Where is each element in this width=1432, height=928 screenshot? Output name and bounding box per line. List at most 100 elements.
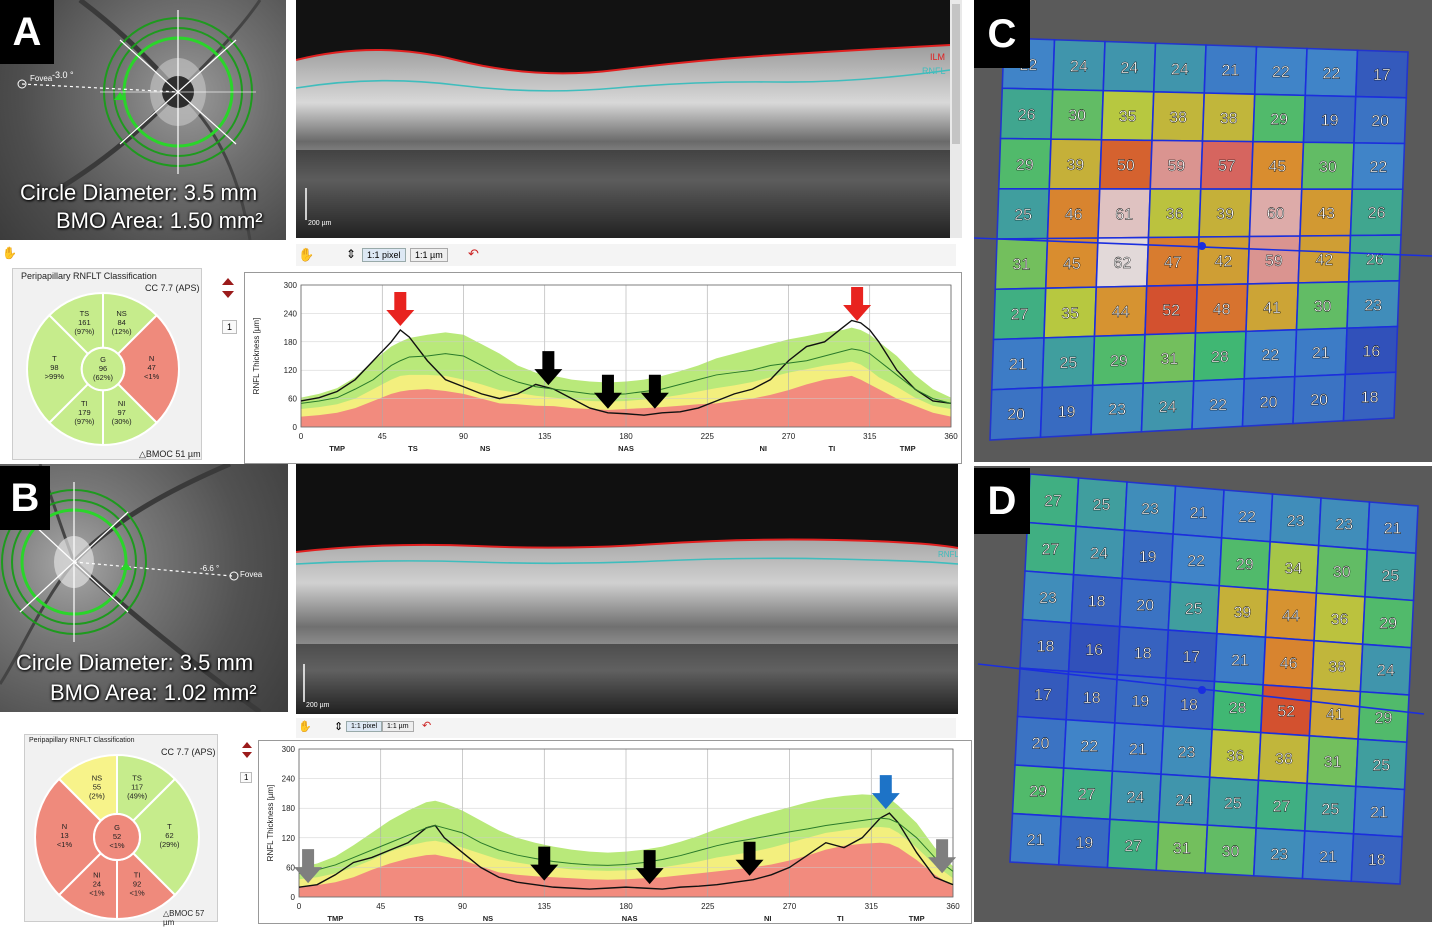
- heatmap-value: 31: [1173, 841, 1191, 858]
- heatmap-value: 17: [1373, 67, 1391, 84]
- series-normal_mean: [298, 817, 954, 874]
- micron-scale-button[interactable]: 1:1 µm: [382, 721, 414, 732]
- heatmap-value: 44: [1112, 304, 1130, 321]
- annotation-arrow-icon: [294, 849, 323, 884]
- x-tick-label: 360: [946, 902, 960, 911]
- sector-text-ni: NI: [118, 399, 126, 408]
- heatmap-value: 19: [1058, 404, 1076, 421]
- heatmap-value: 23: [1270, 846, 1288, 863]
- pixel-scale-button[interactable]: 1:1 pixel: [362, 248, 406, 262]
- toolbar-a: ✋ ⇕ 1:1 pixel 1:1 µm ↶: [296, 244, 956, 266]
- heatmap-value: 24: [1090, 545, 1108, 562]
- heatmap-value: 34: [1284, 560, 1302, 577]
- y-tick-label: 120: [284, 366, 298, 375]
- heatmap-value: 24: [1159, 399, 1177, 416]
- reset-icon[interactable]: ↶: [468, 246, 479, 261]
- heatmap-value: 20: [1260, 394, 1278, 411]
- annotation-arrow-icon: [386, 291, 415, 326]
- heatmap-value: 20: [1007, 407, 1025, 424]
- heatmap-value: 28: [1211, 349, 1229, 366]
- sector-axis-label: TMP: [329, 444, 345, 453]
- sector-nav-b[interactable]: [242, 742, 256, 772]
- sector-axis-label: NI: [764, 914, 772, 923]
- fovea-label: Fovea: [240, 570, 263, 579]
- annotation-arrow-icon: [871, 775, 900, 810]
- fit-height-icon[interactable]: ⇕: [346, 247, 357, 261]
- y-axis-label: RNFL Thickness [µm]: [266, 785, 275, 862]
- x-tick-label: 270: [782, 432, 796, 441]
- page-number[interactable]: 1: [222, 320, 238, 334]
- heatmap-value: 59: [1265, 253, 1283, 270]
- sector-axis-label: NS: [480, 444, 490, 453]
- sector-axis-label: NS: [483, 914, 493, 923]
- heatmap-value: 19: [1075, 835, 1093, 852]
- pixel-scale-button[interactable]: 1:1 pixel: [346, 721, 383, 732]
- x-tick-label: 0: [299, 432, 304, 441]
- classification-cc: CC 7.7 (APS): [161, 747, 216, 757]
- sector-text-ns: 84: [117, 318, 125, 327]
- down-arrow-icon[interactable]: [242, 752, 252, 758]
- x-tick-label: 225: [701, 432, 715, 441]
- sector-text-n: N: [62, 822, 67, 831]
- sector-text-t: >99%: [45, 372, 65, 381]
- sector-text-g: G: [100, 355, 106, 364]
- heatmap-value: 48: [1213, 301, 1231, 318]
- heatmap-value: 28: [1229, 700, 1247, 717]
- heatmap-value: 27: [1078, 787, 1096, 804]
- heatmap-value: 22: [1369, 159, 1387, 176]
- heatmap-value: 27: [1011, 307, 1029, 324]
- heatmap-value: 16: [1085, 642, 1103, 659]
- up-arrow-icon[interactable]: [242, 742, 252, 748]
- hand-icon[interactable]: ✋: [2, 246, 17, 260]
- sector-nav-a[interactable]: [222, 278, 236, 308]
- fundus-overlay-a: [17, 0, 262, 240]
- oct-layers-b: [296, 464, 958, 714]
- heatmap-value: 18: [1134, 645, 1152, 662]
- micron-scale-button[interactable]: 1:1 µm: [410, 248, 448, 262]
- heatmap-value: 21: [1312, 345, 1330, 362]
- sector-pie-a: TS161(97%)NS84(12%)N47<1%NI97(30%)TI179(…: [26, 291, 180, 447]
- fundus-overlay-b: [0, 464, 262, 712]
- heatmap-value: 22: [1080, 738, 1098, 755]
- reset-icon[interactable]: ↶: [422, 720, 432, 732]
- series-normal_mean: [300, 348, 952, 404]
- heatmap-value: 27: [1273, 799, 1291, 816]
- heatmap-value: 60: [1267, 206, 1285, 223]
- heatmap-value: 25: [1185, 601, 1203, 618]
- up-arrow-icon[interactable]: [222, 278, 234, 285]
- sector-axis-label: TS: [408, 444, 418, 453]
- sector-text-ts: TS: [132, 774, 142, 783]
- heatmap-value: 50: [1117, 157, 1135, 174]
- down-arrow-icon[interactable]: [222, 291, 234, 298]
- sector-text-t: 98: [50, 363, 58, 372]
- bmoc-footer: △BMOC 51 µm: [139, 449, 201, 459]
- x-tick-label: 360: [944, 432, 958, 441]
- hand-icon[interactable]: ✋: [298, 721, 312, 733]
- sector-text-n: <1%: [144, 372, 160, 381]
- heatmap-value: 29: [1110, 353, 1128, 370]
- y-tick-label: 240: [284, 309, 298, 318]
- hand-icon[interactable]: ✋: [298, 247, 315, 262]
- sector-text-ni: 24: [93, 879, 101, 888]
- heatmap-value: 29: [1270, 111, 1288, 128]
- fundus-image-a: Fovea -3.0 ° Circle Diameter: 3.5 mm BMO…: [0, 0, 286, 240]
- sector-text-n: 47: [147, 363, 155, 372]
- heatmap-value: 29: [1236, 557, 1254, 574]
- heatmap-value: 57: [1218, 158, 1236, 175]
- thickness-map-d: 27 25 23 21 22 23 23 21 27 24 19 22 29 34 30 25 23 18 20 25…: [974, 466, 1432, 922]
- heatmap-value: 38: [1220, 110, 1238, 127]
- sector-text-g: 96: [99, 364, 107, 373]
- heatmap-value: 29: [1029, 784, 1047, 801]
- fit-height-icon[interactable]: ⇕: [334, 721, 344, 733]
- sector-text-ns: (12%): [112, 327, 133, 336]
- oct-scrollbar-a[interactable]: [950, 0, 962, 238]
- plot-frame: [300, 284, 952, 428]
- sector-text-ns: (2%): [89, 792, 105, 801]
- heatmap-value: 59: [1167, 158, 1185, 175]
- x-tick-label: 315: [863, 432, 877, 441]
- heatmap-value: 25: [1381, 568, 1399, 585]
- heatmap-value: 43: [1317, 205, 1335, 222]
- page-number[interactable]: 1: [240, 772, 253, 783]
- heatmap-value: 23: [1287, 513, 1305, 530]
- heatmap-value: 41: [1263, 300, 1281, 317]
